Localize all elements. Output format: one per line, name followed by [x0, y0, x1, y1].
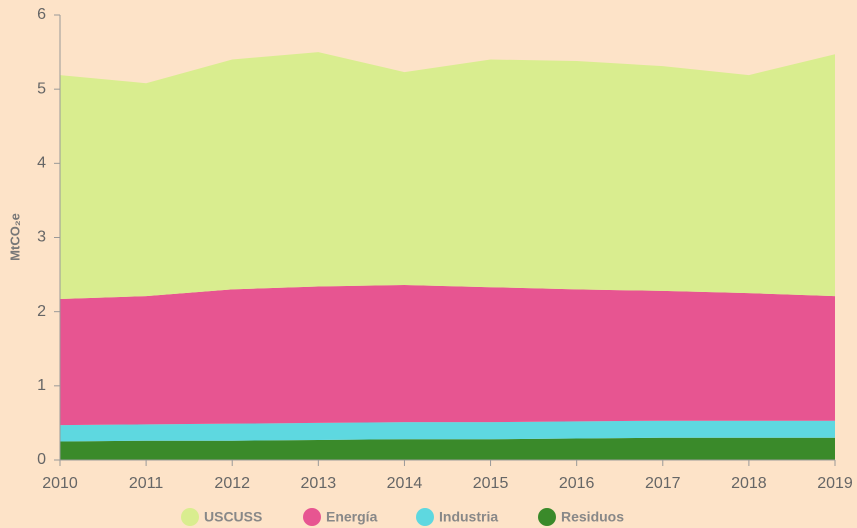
- legend-swatch: [181, 508, 199, 526]
- legend-label: USCUSS: [204, 509, 262, 525]
- legend-swatch: [538, 508, 556, 526]
- x-tick-label: 2013: [301, 475, 337, 492]
- legend-label: Energía: [326, 509, 378, 525]
- y-tick-label: 3: [37, 229, 46, 246]
- x-tick-label: 2011: [129, 475, 164, 492]
- x-tick-label: 2016: [559, 475, 595, 492]
- area: [60, 52, 835, 300]
- legend-swatch: [303, 508, 321, 526]
- y-tick-label: 4: [37, 155, 46, 172]
- x-tick-label: 2015: [473, 475, 509, 492]
- area: [60, 284, 835, 426]
- y-tick-label: 0: [37, 451, 46, 468]
- y-tick-label: 5: [37, 80, 46, 97]
- x-tick-label: 2018: [731, 475, 767, 492]
- x-tick-label: 2012: [214, 475, 250, 492]
- legend-label: Industria: [439, 509, 498, 525]
- area: [60, 437, 835, 460]
- legend-label: Residuos: [561, 509, 624, 525]
- y-tick-label: 2: [37, 303, 46, 320]
- legend-swatch: [416, 508, 434, 526]
- x-tick-label: 2017: [645, 475, 681, 492]
- x-tick-label: 2014: [387, 475, 423, 492]
- area: [60, 420, 835, 442]
- y-tick-label: 6: [37, 6, 46, 23]
- x-tick-label: 2010: [42, 475, 78, 492]
- y-tick-label: 1: [37, 377, 46, 394]
- y-axis-label: MtCO₂e: [7, 213, 22, 261]
- x-tick-label: 2019: [817, 475, 853, 492]
